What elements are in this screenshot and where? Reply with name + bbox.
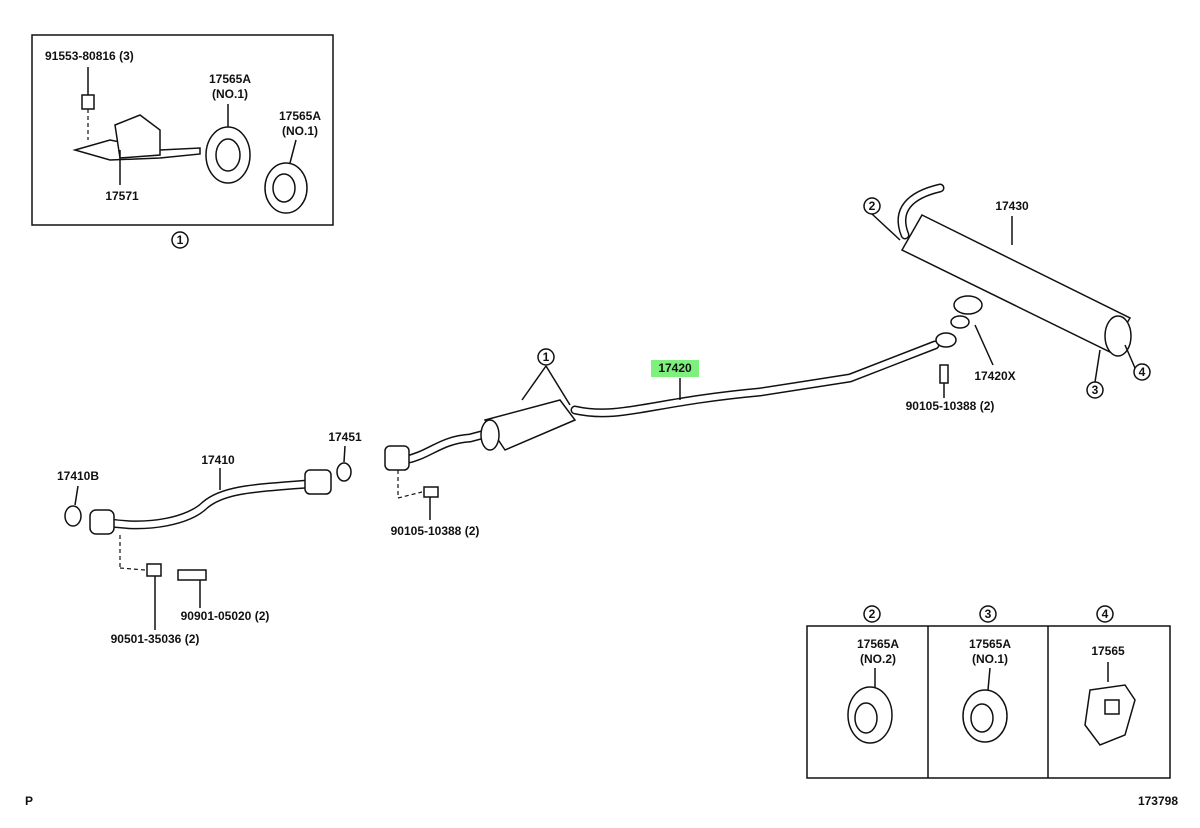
callout: 2 <box>869 199 876 213</box>
part-label: 90501-35036 (2) <box>111 632 200 646</box>
callout: 3 <box>985 607 992 621</box>
callout-circle <box>863 197 881 215</box>
callout: 1 <box>177 233 184 247</box>
part-label: 17565A <box>209 72 251 86</box>
part-label: 17565 <box>1091 644 1125 658</box>
callout-circle <box>537 348 555 366</box>
part-label: 90901-05020 (2) <box>181 609 270 623</box>
highlight <box>651 360 699 377</box>
part-label: 17451 <box>328 430 362 444</box>
callout-circle <box>863 605 881 623</box>
part-label: 17565A <box>279 109 321 123</box>
part-label: 91553-80816 (3) <box>45 49 134 63</box>
inset-drawing <box>72 67 308 214</box>
exhaust-drawing <box>64 183 1136 630</box>
callout: 4 <box>1139 365 1146 379</box>
callout: 2 <box>869 607 876 621</box>
part-label: 17565A <box>857 637 899 651</box>
callout-circle <box>1133 363 1151 381</box>
part-label: 17420X <box>974 369 1015 383</box>
part-label: 17410B <box>57 469 99 483</box>
callout: 3 <box>1092 383 1099 397</box>
part-label: 17565A <box>969 637 1011 651</box>
part-note: (NO.1) <box>282 124 318 138</box>
callout-circle <box>1096 605 1114 623</box>
panel-drawings <box>847 662 1136 746</box>
callout: 4 <box>1102 607 1109 621</box>
figure-number: 173798 <box>1138 794 1178 808</box>
inset-frame <box>31 34 334 226</box>
callout-circle <box>171 231 189 249</box>
part-label-highlighted[interactable]: 17420 <box>658 361 692 375</box>
callout-circle <box>979 605 997 623</box>
part-note: (NO.1) <box>972 652 1008 666</box>
part-note: (NO.1) <box>212 87 248 101</box>
part-note: (NO.2) <box>860 652 896 666</box>
part-label: 17571 <box>105 189 139 203</box>
part-label: 17430 <box>995 199 1029 213</box>
part-label: 90105-10388 (2) <box>906 399 995 413</box>
part-label: 90105-10388 (2) <box>391 524 480 538</box>
corner-label: P <box>25 794 33 808</box>
panel-frame <box>806 625 1171 779</box>
callout: 1 <box>543 350 550 364</box>
callout-circle <box>1086 381 1104 399</box>
part-label: 17410 <box>201 453 235 467</box>
